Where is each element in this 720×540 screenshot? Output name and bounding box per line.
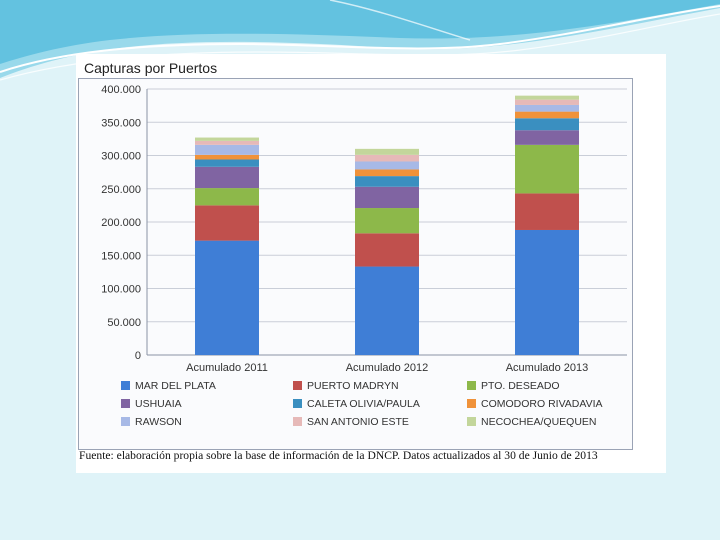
y-tick-label: 100.000 bbox=[101, 284, 141, 296]
legend-label: USHUAIA bbox=[135, 398, 182, 410]
stacked-bar-chart: 0 50.000 100.000 150.000 200.000 250.000 300.0… bbox=[101, 84, 627, 428]
y-tick-label: 200.000 bbox=[101, 217, 141, 229]
y-tick-label: 50.000 bbox=[107, 317, 141, 329]
bar-segment-ushuaia bbox=[195, 166, 259, 189]
legend-swatch bbox=[293, 399, 302, 408]
bar-segment-comodoro-rivadavia bbox=[515, 111, 579, 119]
plot-area: 0 50.000 100.000 150.000 200.000 250.000 300.0… bbox=[78, 78, 633, 450]
bar-segment-necochea-quequen bbox=[355, 148, 419, 155]
legend-swatch bbox=[467, 381, 476, 390]
x-tick-label: Acumulado 2012 bbox=[346, 362, 429, 374]
legend-swatch bbox=[293, 381, 302, 390]
bar-segment-puerto-madryn bbox=[515, 193, 579, 230]
bar-segment-san-antonio-este bbox=[355, 154, 419, 162]
legend-swatch bbox=[293, 417, 302, 426]
y-tick-label: 150.000 bbox=[101, 250, 141, 262]
bar-segment-pto-deseado bbox=[195, 188, 259, 206]
bar-segment-ushuaia bbox=[515, 130, 579, 145]
y-tick-label: 350.000 bbox=[101, 117, 141, 129]
bar-segment-mar-del-plata bbox=[195, 240, 259, 355]
bar-segment-mar-del-plata bbox=[355, 266, 419, 355]
legend-swatch bbox=[467, 399, 476, 408]
legend-label: NECOCHEA/QUEQUEN bbox=[481, 416, 597, 428]
bar-segment-san-antonio-este bbox=[515, 99, 579, 105]
bar-segment-rawson bbox=[195, 144, 259, 155]
bar-segment-san-antonio-este bbox=[195, 140, 259, 145]
bar-segment-ushuaia bbox=[355, 186, 419, 209]
bar-segment-necochea-quequen bbox=[195, 137, 259, 141]
bar-segment-pto-deseado bbox=[515, 144, 579, 194]
bar-segment-puerto-madryn bbox=[195, 205, 259, 241]
legend-label: MAR DEL PLATA bbox=[135, 380, 216, 392]
bar-segment-necochea-quequen bbox=[515, 95, 579, 100]
legend-swatch bbox=[121, 399, 130, 408]
bar-segment-rawson bbox=[515, 104, 579, 112]
legend-swatch bbox=[121, 381, 130, 390]
bar-segment-caleta-olivia-paula bbox=[515, 118, 579, 131]
y-tick-label: 0 bbox=[135, 350, 141, 362]
chart-title: Capturas por Puertos bbox=[84, 60, 218, 76]
bar-segment-rawson bbox=[355, 161, 419, 170]
bar-segment-mar-del-plata bbox=[515, 229, 579, 355]
bar-segment-comodoro-rivadavia bbox=[355, 169, 419, 177]
y-tick-label: 250.000 bbox=[101, 184, 141, 196]
y-tick-label: 400.000 bbox=[101, 84, 141, 96]
legend-label: RAWSON bbox=[135, 416, 182, 428]
legend-label: PTO. DESEADO bbox=[481, 380, 560, 392]
bar-segment-caleta-olivia-paula bbox=[195, 159, 259, 167]
x-tick-label: Acumulado 2011 bbox=[186, 362, 268, 374]
bar-segment-comodoro-rivadavia bbox=[195, 154, 259, 160]
legend-swatch bbox=[467, 417, 476, 426]
legend-label: COMODORO RIVADAVIA bbox=[481, 398, 603, 410]
y-tick-label: 300.000 bbox=[101, 151, 141, 163]
legend-label: SAN ANTONIO ESTE bbox=[307, 416, 409, 428]
chart-image: Capturas por Puertos 0 50.000 100.000 150.0… bbox=[76, 54, 666, 473]
source-note: Fuente: elaboración propia sobre la base… bbox=[79, 449, 598, 462]
legend-label: PUERTO MADRYN bbox=[307, 380, 399, 392]
bar-segment-pto-deseado bbox=[355, 208, 419, 234]
bar-segment-puerto-madryn bbox=[355, 233, 419, 267]
x-tick-label: Acumulado 2013 bbox=[506, 362, 589, 374]
legend-swatch bbox=[121, 417, 130, 426]
bar-segment-caleta-olivia-paula bbox=[355, 176, 419, 187]
legend-label: CALETA OLIVIA/PAULA bbox=[307, 398, 420, 410]
